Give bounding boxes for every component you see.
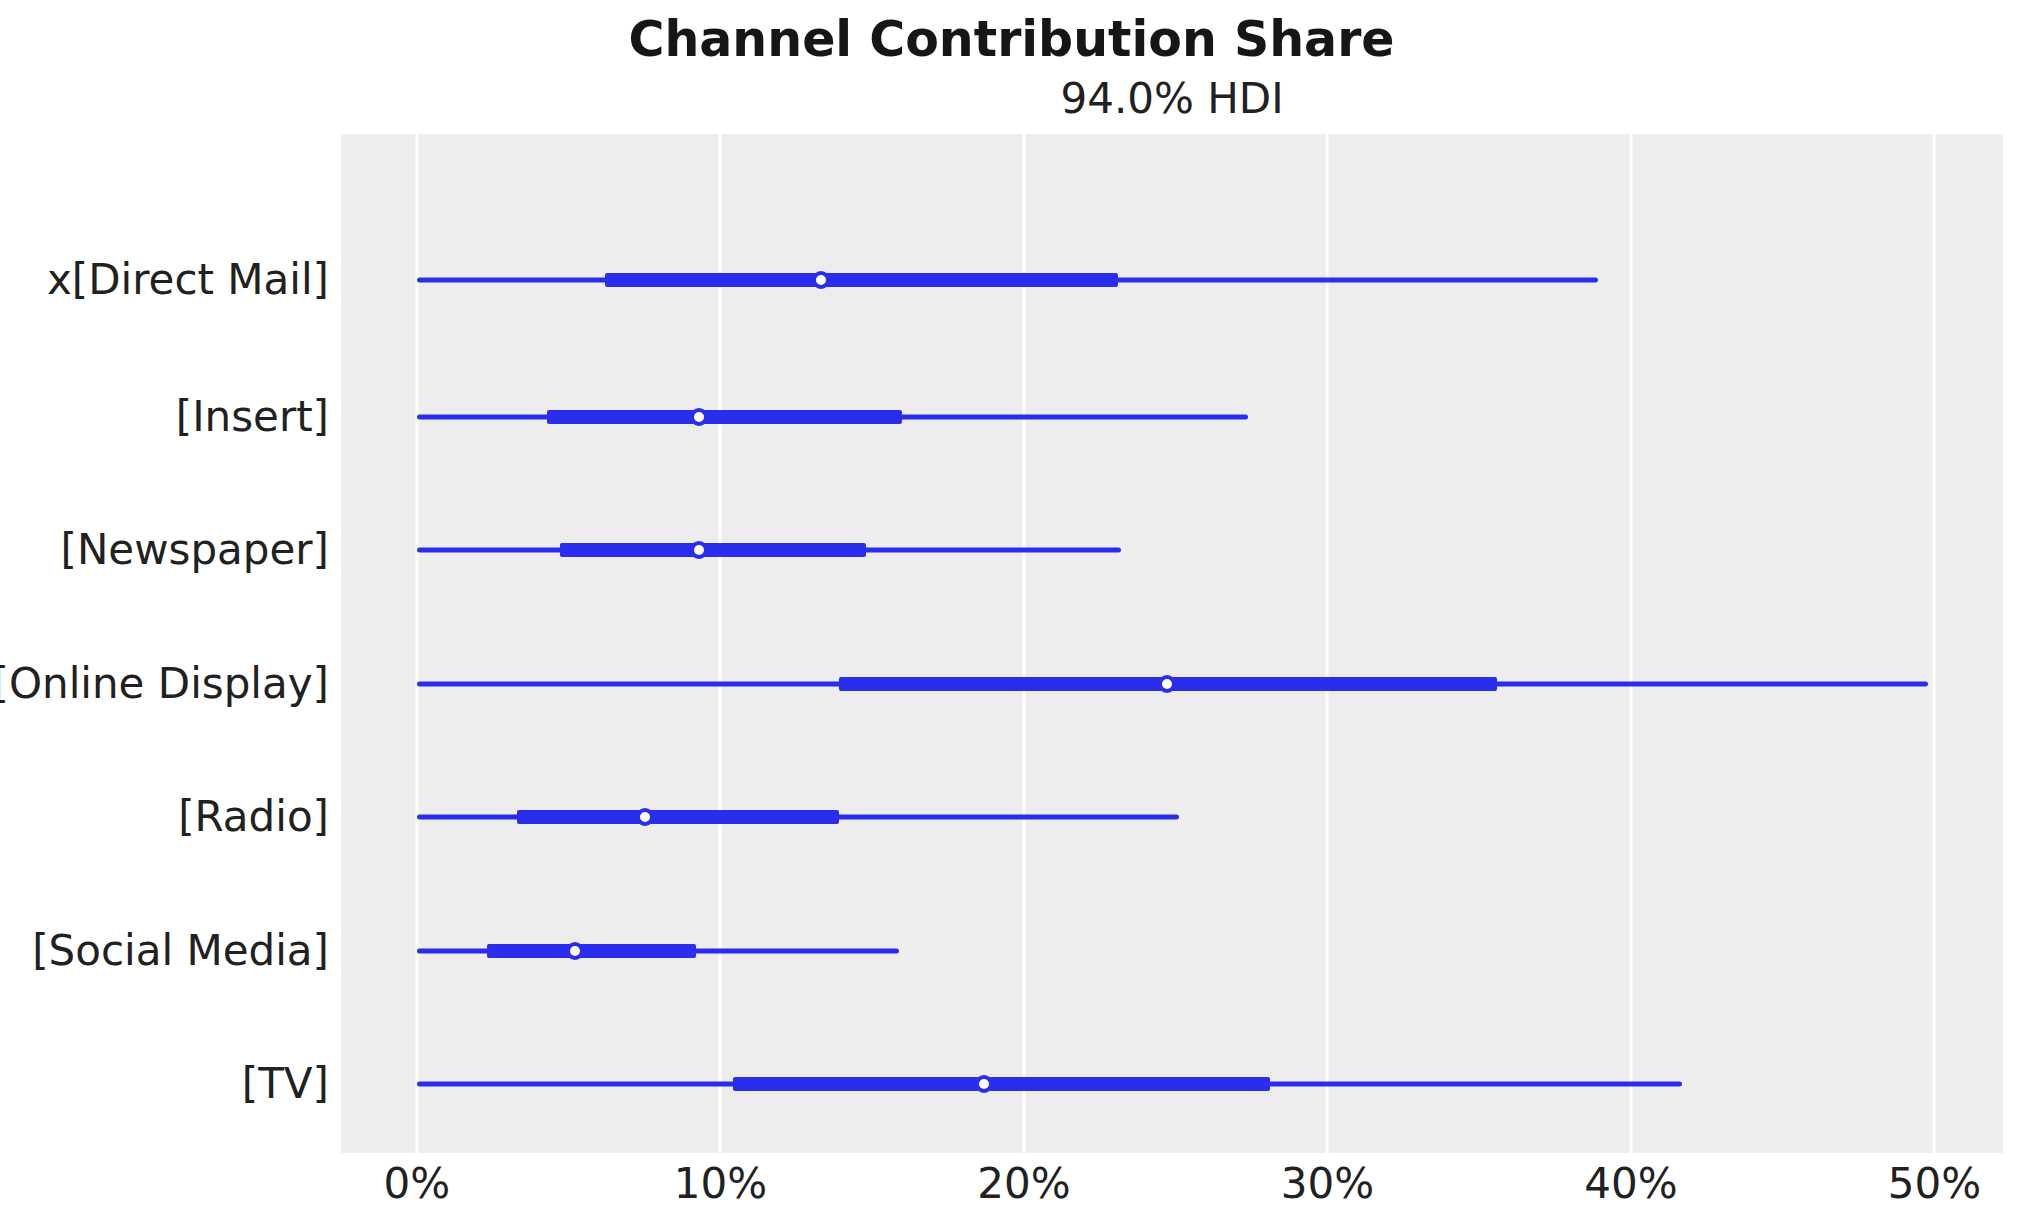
median-marker [1158,675,1176,693]
y-axis-label: [Insert] [176,392,329,442]
y-axis-labels: x[Direct Mail] [Insert] [Newspaper] [Online… [0,134,329,1153]
quartile-interval-bar [733,1077,1270,1091]
gridline [415,134,418,1153]
x-tick-label: 20% [977,1159,1070,1209]
quartile-interval-bar [547,410,902,424]
y-axis-label: [Radio] [178,792,329,842]
x-tick-label: 50% [1888,1159,1981,1209]
quartile-interval-bar [487,944,696,958]
median-marker [975,1075,993,1093]
median-marker [636,808,654,826]
y-axis-label: [Social Media] [32,925,329,975]
median-marker [566,942,584,960]
gridline [1933,134,1936,1153]
plot-area [341,134,2003,1153]
gridline [1629,134,1632,1153]
quartile-interval-bar [560,543,867,557]
y-axis-label: [Newspaper] [61,525,329,575]
chart-subtitle: 94.0% HDI [341,74,2003,124]
median-marker [690,541,708,559]
y-axis-label: x[Direct Mail] [47,255,329,305]
gridline [1326,134,1329,1153]
x-tick-label: 0% [384,1159,451,1209]
x-tick-label: 30% [1281,1159,1374,1209]
quartile-interval-bar [517,810,839,824]
median-marker [690,408,708,426]
median-marker [812,271,830,289]
chart-title: Channel Contribution Share [0,13,2023,67]
x-axis-tick-labels: 0% 10% 20% 30% 40% 50% [341,1159,2003,1219]
y-axis-label: [TV] [242,1058,329,1108]
x-tick-label: 40% [1584,1159,1677,1209]
forest-plot-figure: Channel Contribution Share 94.0% HDI x[D… [0,0,2023,1223]
y-axis-label: [Online Display] [0,658,329,708]
quartile-interval-bar [605,273,1118,287]
x-tick-label: 10% [674,1159,767,1209]
